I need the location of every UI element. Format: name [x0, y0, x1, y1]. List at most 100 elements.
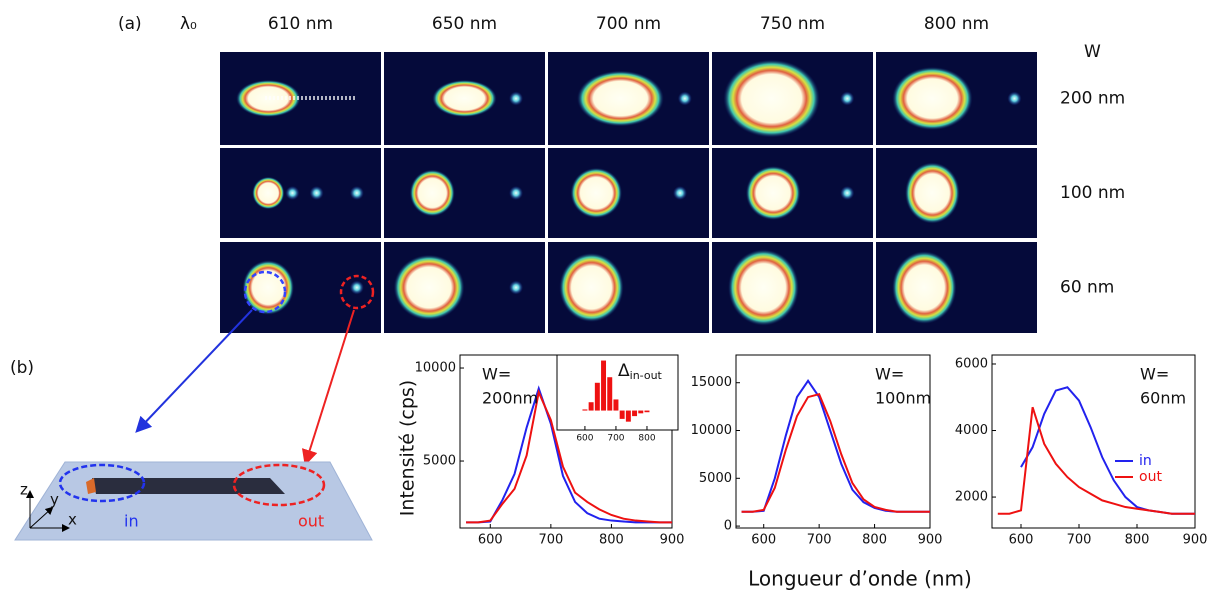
source [86, 478, 96, 494]
x-tick-label: 600 [478, 533, 503, 548]
spot [892, 251, 957, 324]
y-tick-label: 4000 [955, 423, 988, 438]
schematic: in out z y x [14, 461, 373, 541]
series-line [997, 406, 1195, 515]
charts: 600 700 800 900 5000 10000 W= 200nm 600 700 800 900… [415, 354, 1208, 548]
spot [349, 280, 364, 295]
x-tick-label: 900 [1183, 533, 1208, 548]
column-label: 750 nm [760, 14, 825, 34]
bar [638, 410, 644, 414]
image-grid: 610 nm 650 nm 700 nm 750 nm 800 nm 200 nm 100 … [220, 14, 1125, 333]
y-tick-label: 5000 [423, 454, 456, 469]
in-marker [243, 270, 287, 314]
spot [677, 91, 692, 106]
y-axis-label: Intensité (cps) [397, 380, 419, 516]
spot [559, 252, 624, 323]
inset-title-symbol: Δ [618, 361, 630, 381]
spot [892, 66, 973, 131]
y-tick-label: 10000 [415, 361, 456, 376]
spot [840, 186, 855, 200]
axis-label: y [50, 491, 59, 509]
out-marker [339, 274, 375, 310]
legend-label: in [1139, 453, 1152, 469]
x-tick-label: 700 [538, 533, 563, 548]
series-line [741, 393, 930, 513]
out-ellipse [232, 463, 326, 507]
y-tick-label: 10000 [691, 423, 732, 438]
legend-label: out [1139, 469, 1162, 485]
bar [588, 402, 594, 411]
spot [570, 167, 623, 219]
spot [840, 91, 855, 106]
spot [509, 91, 524, 106]
spot [349, 186, 364, 200]
series-line [466, 388, 672, 524]
x-tick-label: 900 [918, 533, 943, 548]
y-tick-label: 2000 [955, 490, 988, 505]
x-tick-label: 800 [599, 533, 624, 548]
column-label: 610 nm [268, 14, 333, 34]
plot-area [991, 354, 1196, 529]
panel-label: (b) [10, 358, 34, 378]
spot [576, 70, 664, 127]
x-tick-label: 700 [807, 533, 832, 548]
plot-area [556, 354, 679, 431]
panel-label: (a) [118, 14, 142, 34]
bar [601, 360, 607, 411]
x-axis-label: Longueur d’onde (nm) [748, 567, 972, 591]
series-line [466, 385, 672, 524]
row-label: 200 nm [1060, 89, 1125, 109]
y-tick-label: 5000 [699, 471, 732, 486]
spot [1007, 91, 1022, 106]
x-tick-label: 600 [1009, 533, 1034, 548]
spot [723, 59, 820, 138]
annotation: 200nm [482, 389, 538, 408]
bar [619, 410, 625, 419]
axis-label: x [68, 511, 77, 529]
axis [29, 506, 54, 529]
annotation: 100nm [875, 389, 931, 408]
arrow [135, 309, 253, 433]
spot [393, 254, 465, 321]
in-label: in [124, 512, 139, 531]
x-tick-label: 600 [576, 434, 593, 444]
spot [242, 260, 295, 315]
spot [673, 186, 688, 200]
spot [285, 186, 300, 200]
spot [904, 162, 960, 224]
column-label: 650 nm [432, 14, 497, 34]
inset-title: Δin-out [618, 361, 663, 382]
arrow [301, 309, 355, 466]
bar [625, 410, 631, 422]
row-label: 60 nm [1060, 278, 1114, 298]
annotation: W= [482, 365, 511, 384]
annotation: 60nm [1140, 389, 1186, 408]
spot [728, 249, 799, 326]
spot [509, 186, 524, 200]
bar [632, 410, 638, 417]
out-label: out [298, 512, 324, 531]
annotation: W= [875, 365, 904, 384]
column-label: 700 nm [596, 14, 661, 34]
x-tick-label: 800 [1125, 533, 1150, 548]
x-tick-label: 800 [862, 533, 887, 548]
annotation: W= [1140, 365, 1169, 384]
bar [613, 399, 619, 411]
spot [252, 176, 285, 210]
lambda-label: λ₀ [180, 14, 197, 34]
spot [409, 169, 455, 217]
y-tick-label: 15000 [691, 375, 732, 390]
x-tick-label: 800 [638, 434, 655, 444]
spot [509, 280, 524, 295]
waveguide [92, 478, 285, 494]
bar [582, 409, 588, 411]
inset-title-subscript: in-out [630, 369, 663, 382]
row-label: 100 nm [1060, 183, 1125, 203]
x-tick-label: 700 [607, 434, 624, 444]
x-tick-label: 700 [1067, 533, 1092, 548]
width-label: W [1084, 42, 1101, 62]
axis-label: z [20, 481, 28, 499]
spot [432, 79, 497, 118]
spot [745, 166, 801, 220]
